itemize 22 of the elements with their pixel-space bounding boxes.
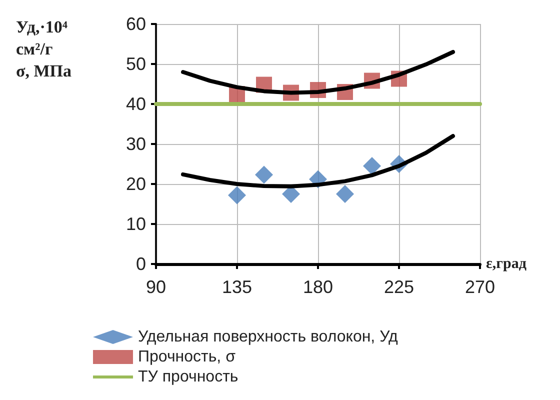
y-axis-title: Уд,·10⁴ см²/г σ, МПа: [16, 18, 72, 80]
y-tick-label: 60: [126, 14, 146, 34]
point: [255, 166, 273, 184]
x-axis-title: ε,град: [486, 256, 527, 272]
legend-label: Удельная поверхность волокон, Уд: [138, 328, 398, 346]
y-tick-label: 50: [126, 54, 146, 74]
point: [336, 185, 354, 203]
line-series: [181, 134, 455, 188]
y-tick-label: 40: [126, 94, 146, 114]
y-tick-label: 10: [126, 214, 146, 234]
legend-label: Прочность, σ: [138, 348, 236, 366]
x-tick-label: 90: [146, 277, 166, 297]
y-tick-label: 30: [126, 134, 146, 154]
y-tick-label: 20: [126, 174, 146, 194]
x-tick-label: 225: [384, 277, 414, 297]
point: [363, 157, 381, 175]
x-tick-label: 135: [222, 277, 252, 297]
legend-label: ТУ прочность: [138, 368, 238, 386]
y-tick-label: 0: [136, 254, 146, 274]
point: [228, 186, 246, 204]
x-tick-label: 180: [302, 277, 334, 297]
x-tick-label: 270: [464, 277, 496, 297]
